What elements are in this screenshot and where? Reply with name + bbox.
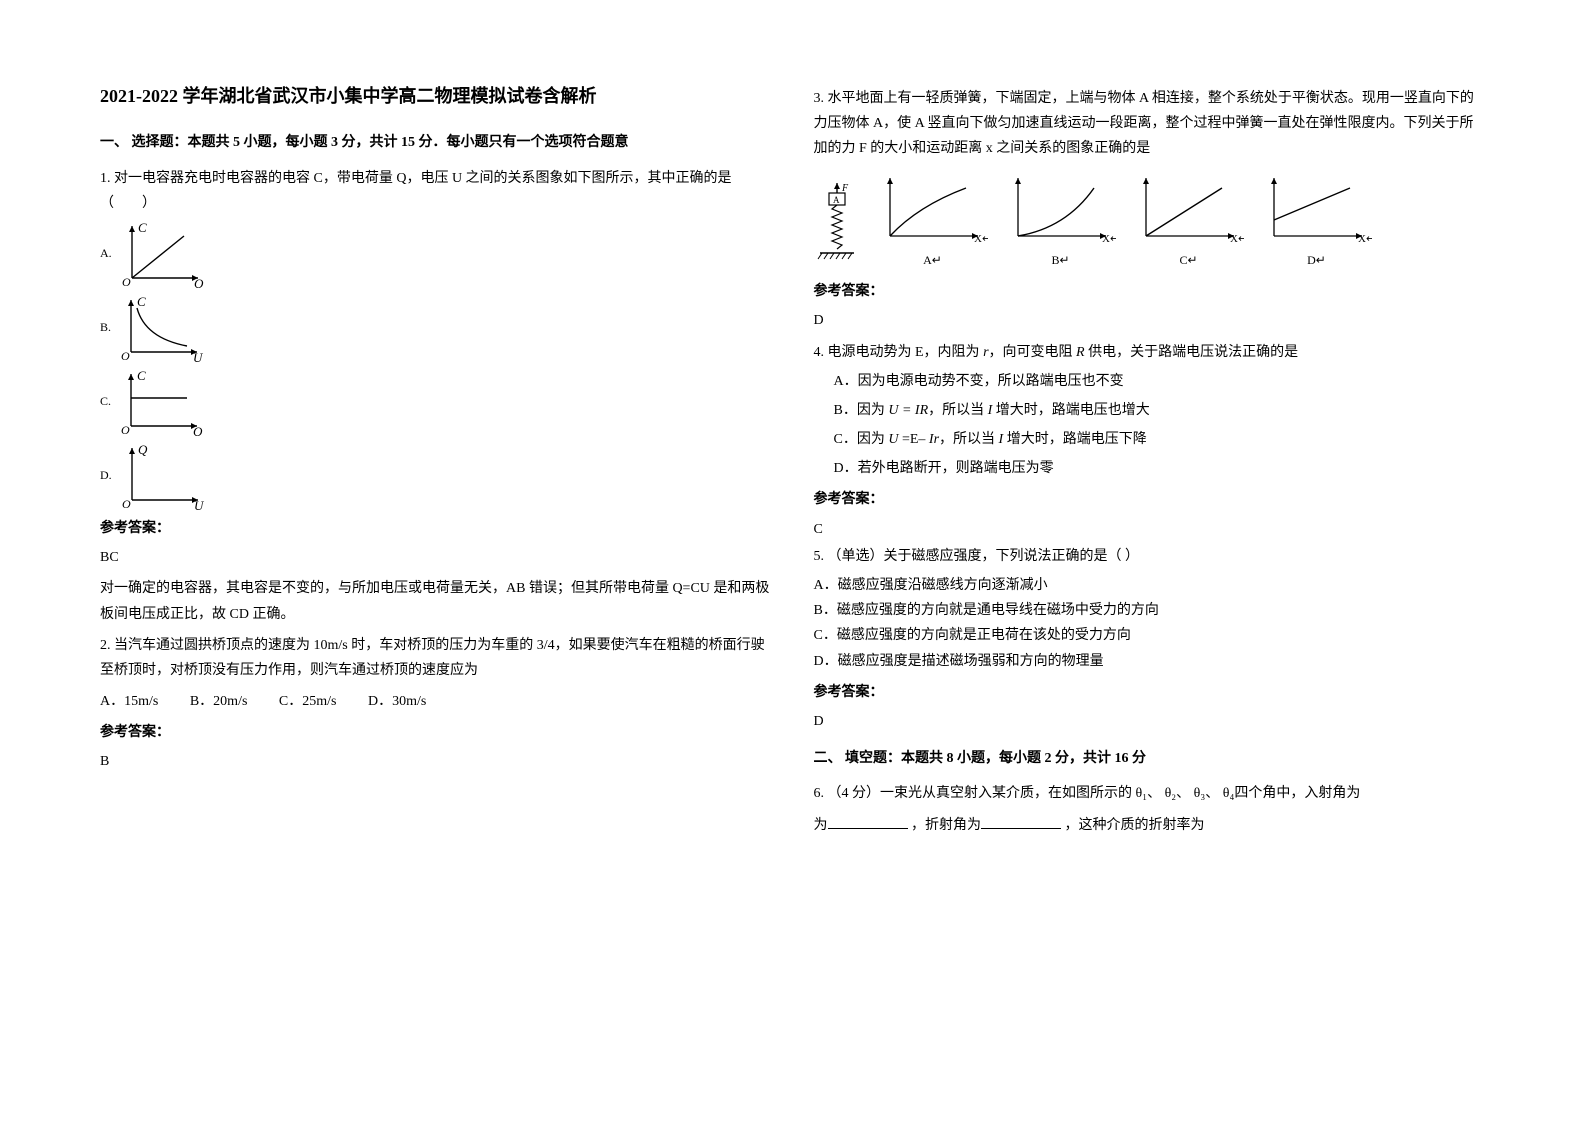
question-6: 6. （4 分）一束光从真空射入某介质，在如图所示的 θ₁、 θ₂、 θ₃、 θ…: [814, 781, 1488, 806]
q1-option-c-row: C. C Q O: [100, 368, 774, 436]
svg-text:C: C: [138, 220, 147, 235]
blank-input[interactable]: [981, 815, 1061, 829]
graph-icon: X↵: [1134, 170, 1244, 248]
left-column: 2021-2022 学年湖北省武汉市小集中学高二物理模拟试卷含解析 一、 选择题…: [100, 80, 774, 1082]
svg-text:X↵: X↵: [1102, 233, 1116, 245]
question-6-line2: 为 ，折射角为 ，这种介质的折射率为: [814, 813, 1488, 838]
q2-opt-c: C．25m/s: [279, 694, 337, 709]
question-2-prompt: 2. 当汽车通过圆拱桥顶点的速度为 10m/s 时，车对桥顶的压力为车重的 3/…: [100, 633, 774, 683]
q2-options: A．15m/s B．20m/s C．25m/s D．30m/s: [100, 689, 774, 714]
q4-opt-a: A．因为电源电动势不变，所以路端电压也不变: [834, 369, 1488, 394]
svg-text:A: A: [833, 195, 840, 205]
q1-option-b-row: B. C U O: [100, 294, 774, 362]
svg-text:C: C: [137, 368, 146, 383]
question-3-prompt: 3. 水平地面上有一轻质弹簧，下端固定，上端与物体 A 相连接，整个系统处于平衡…: [814, 86, 1488, 162]
q1-option-a-label: A.: [100, 243, 112, 265]
q5-opt-d: D．磁感应强度是描述磁场强弱和方向的物理量: [814, 649, 1488, 674]
q2-opt-a: A．15m/s: [100, 694, 158, 709]
svg-text:O: O: [122, 275, 131, 288]
blank-input[interactable]: [828, 815, 908, 829]
q1-option-d-row: D. Q U O: [100, 442, 774, 510]
q1-answer-value: BC: [100, 545, 774, 570]
section-2-heading: 二、 填空题：本题共 8 小题，每小题 2 分，共计 16 分: [814, 746, 1488, 771]
q6-mid1: ，折射角为: [911, 818, 981, 833]
graph-icon: X↵: [1006, 170, 1116, 248]
graph-icon: C U O: [117, 294, 205, 362]
section-1-heading: 一、 选择题：本题共 5 小题，每小题 3 分，共计 15 分．每小题只有一个选…: [100, 130, 774, 155]
q3-option-a: X↵ A↵: [878, 170, 988, 272]
graph-icon: Q U O: [118, 442, 206, 510]
q4-opt-b: B．因为 U = IR，所以当 I 增大时，路端电压也增大: [834, 398, 1488, 423]
q1-option-a-row: A. C Q O: [100, 220, 774, 288]
q5-answer-value: D: [814, 709, 1488, 734]
svg-text:Q: Q: [194, 276, 204, 288]
q5-opt-a: A．磁感应强度沿磁感线方向逐渐减小: [814, 573, 1488, 598]
document-title: 2021-2022 学年湖北省武汉市小集中学高二物理模拟试卷含解析: [100, 80, 774, 112]
q5-opt-b: B．磁感应强度的方向就是通电导线在磁场中受力的方向: [814, 598, 1488, 623]
q3-option-c: X↵ C↵: [1134, 170, 1244, 272]
graph-icon: C Q O: [118, 220, 206, 288]
q3-answer-label: 参考答案：: [814, 279, 1488, 304]
graph-icon: X↵: [878, 170, 988, 248]
question-4-prompt: 4. 电源电动势为 E，内阻为 r，向可变电阻 R 供电，关于路端电压说法正确的…: [814, 340, 1488, 365]
q2-answer-label: 参考答案：: [100, 720, 774, 745]
q2-opt-b: B．20m/s: [190, 694, 248, 709]
spring-icon: F A: [814, 179, 860, 271]
svg-text:C: C: [137, 294, 146, 309]
q1-option-d-label: D.: [100, 465, 112, 487]
svg-text:F: F: [841, 183, 849, 194]
svg-text:Q: Q: [193, 424, 203, 436]
q3-option-d: X↵ D↵: [1262, 170, 1372, 272]
q6-mid2: ，这种介质的折射率为: [1065, 818, 1205, 833]
svg-text:O: O: [121, 423, 130, 436]
svg-text:X↵: X↵: [974, 233, 988, 245]
q5-opt-c: C．磁感应强度的方向就是正电荷在该处的受力方向: [814, 623, 1488, 648]
q1-explanation: 对一确定的电容器，其电容是不变的，与所加电压或电荷量无关，AB 错误；但其所带电…: [100, 576, 774, 626]
graph-icon: X↵: [1262, 170, 1372, 248]
q3-answer-value: D: [814, 308, 1488, 333]
svg-text:Q: Q: [138, 442, 148, 457]
q3-diagram-row: F A X↵ A↵ X↵: [814, 170, 1488, 272]
q4-opt-d: D．若外电路断开，则路端电压为零: [834, 456, 1488, 481]
right-column: 3. 水平地面上有一轻质弹簧，下端固定，上端与物体 A 相连接，整个系统处于平衡…: [814, 80, 1488, 1082]
q4-answer-label: 参考答案：: [814, 487, 1488, 512]
q1-option-c-label: C.: [100, 391, 111, 413]
q3-label-d: D↵: [1307, 250, 1326, 272]
q4-opt-c: C．因为 U =E– Ir，所以当 I 增大时，路端电压下降: [834, 427, 1488, 452]
q6-prefix: 6. （4 分）一束光从真空射入某介质，在如图所示的 θ₁、 θ₂、 θ₃、 θ…: [814, 786, 1361, 801]
q3-label-b: B↵: [1051, 250, 1069, 272]
q3-label-a: A↵: [923, 250, 942, 272]
q3-spring-diagram: F A: [814, 179, 860, 271]
svg-text:X↵: X↵: [1358, 233, 1372, 245]
q4-answer-value: C: [814, 517, 1488, 542]
svg-text:X↵: X↵: [1230, 233, 1244, 245]
question-1-prompt: 1. 对一电容器充电时电容器的电容 C，带电荷量 Q，电压 U 之间的关系图象如…: [100, 166, 774, 216]
graph-icon: C Q O: [117, 368, 205, 436]
question-5-prompt: 5. （单选）关于磁感应强度，下列说法正确的是（ ）: [814, 544, 1488, 569]
svg-text:U: U: [193, 350, 204, 362]
q2-opt-d: D．30m/s: [368, 694, 426, 709]
svg-text:O: O: [121, 349, 130, 362]
q6-tail-lead: 为: [814, 818, 828, 833]
q2-answer-value: B: [100, 749, 774, 774]
q1-option-b-label: B.: [100, 317, 111, 339]
q3-label-c: C↵: [1179, 250, 1197, 272]
q5-answer-label: 参考答案：: [814, 680, 1488, 705]
svg-text:O: O: [122, 497, 131, 510]
q1-answer-label: 参考答案：: [100, 516, 774, 541]
q3-option-b: X↵ B↵: [1006, 170, 1116, 272]
svg-text:U: U: [194, 498, 205, 510]
